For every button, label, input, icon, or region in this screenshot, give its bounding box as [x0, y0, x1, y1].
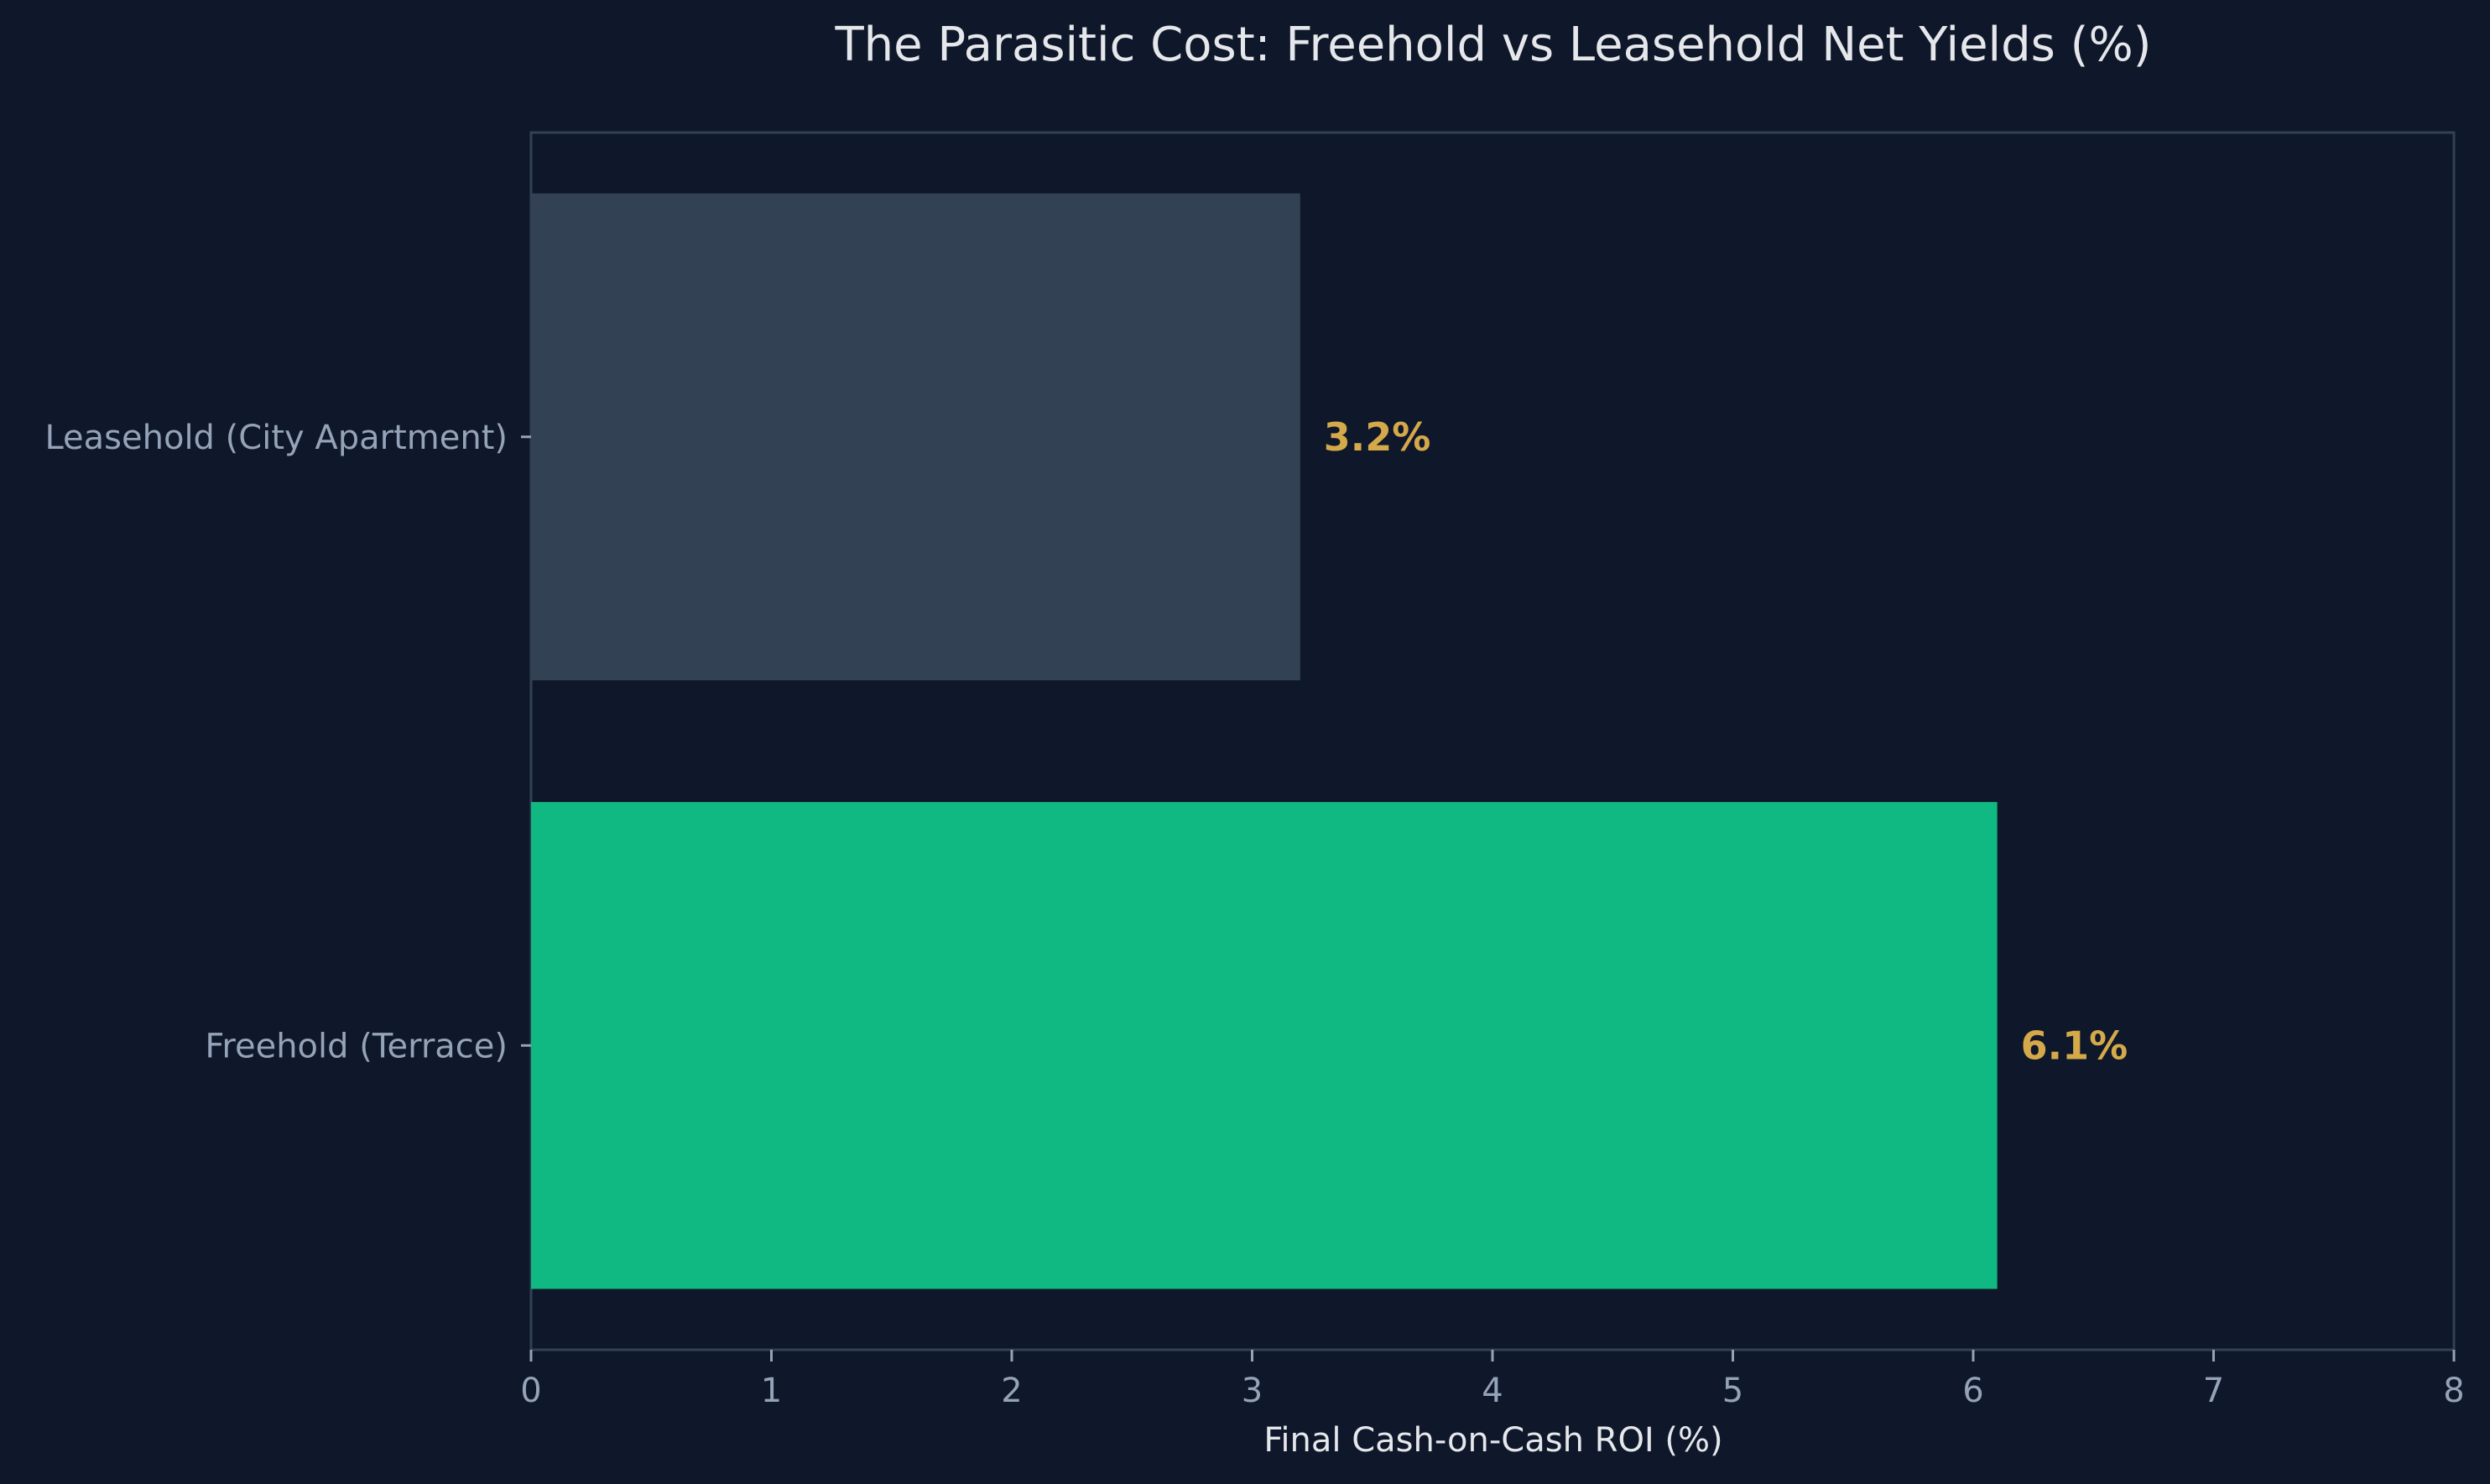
x-tick-label: 1 [761, 1372, 782, 1410]
x-tick-label: 3 [1242, 1372, 1263, 1410]
bar-freehold [531, 802, 1998, 1289]
plot-area: 3.2% Leasehold (City Apartment) 6.1% Freeho… [44, 131, 2465, 1410]
data-label: 6.1% [2021, 1023, 2128, 1068]
x-tick-label: 6 [1962, 1372, 1983, 1410]
chart-title: The Parasitic Cost: Freehold vs Leasehol… [834, 18, 2151, 72]
x-tick-label: 4 [1482, 1372, 1503, 1410]
x-axis-title: Final Cash-on-Cash ROI (%) [1263, 1421, 1722, 1460]
bar-leasehold [531, 193, 1300, 680]
x-tick-label: 5 [1722, 1372, 1743, 1410]
x-tick-label: 2 [1001, 1372, 1022, 1410]
y-tick-label: Freehold (Terrace) [205, 1027, 508, 1065]
x-tick-label: 0 [520, 1372, 541, 1410]
x-tick-label: 8 [2443, 1372, 2464, 1410]
x-tick-label: 7 [2203, 1372, 2224, 1410]
data-label: 3.2% [1324, 414, 1431, 460]
y-tick-label: Leasehold (City Apartment) [44, 419, 508, 457]
